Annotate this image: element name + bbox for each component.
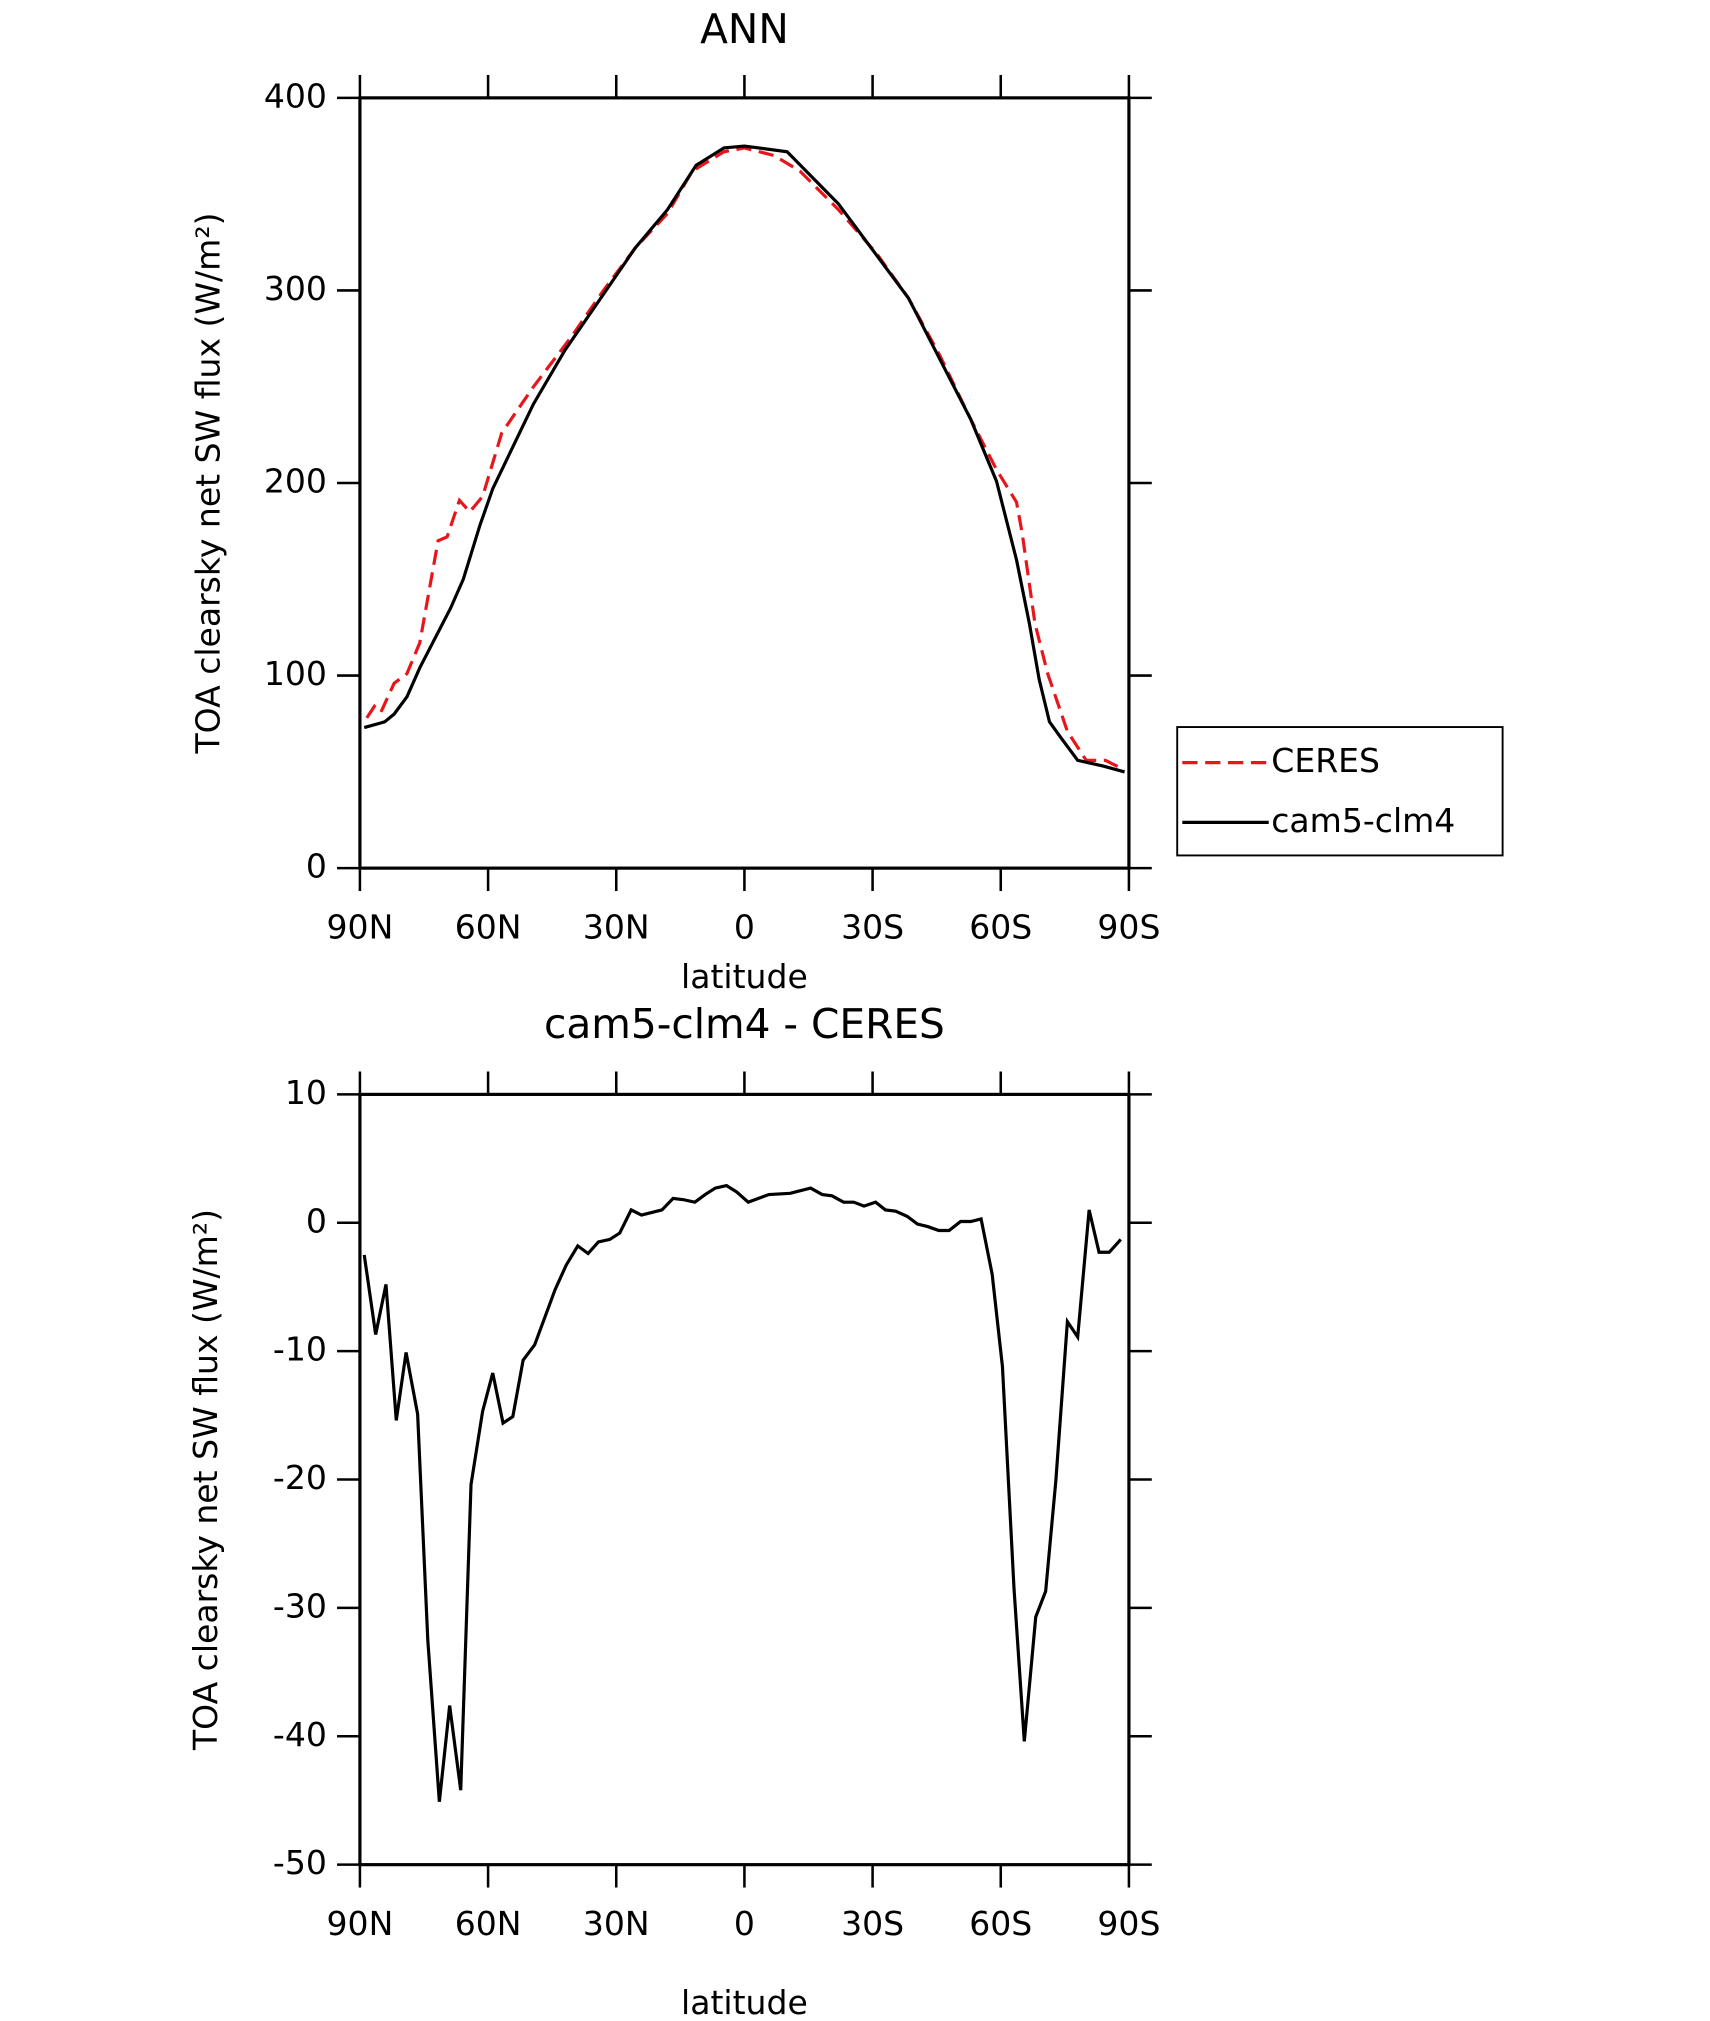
legend-label: CERES <box>1271 741 1380 780</box>
legend-label: cam5-clm4 <box>1271 801 1455 840</box>
x-axis-title: latitude <box>681 957 808 996</box>
x-tick-label: 60S <box>969 908 1032 947</box>
y-tick-label: 400 <box>264 76 327 115</box>
x-tick-label: 30N <box>583 908 650 947</box>
data-line <box>362 1183 1122 1802</box>
legend-box <box>1176 726 1504 857</box>
y-tick-label: 0 <box>306 1201 327 1240</box>
data-line <box>365 146 1126 772</box>
x-tick-label: 90S <box>1097 1904 1160 1943</box>
y-tick-label: -30 <box>273 1586 327 1625</box>
x-tick-label: 90N <box>327 1904 394 1943</box>
x-tick-label: 60N <box>455 1904 522 1943</box>
chart-title: ANN <box>700 5 789 53</box>
y-tick-label: 0 <box>306 847 327 886</box>
plot-frame <box>358 96 1131 870</box>
x-tick-label: 30N <box>583 1904 650 1943</box>
x-tick-label: 60S <box>969 1904 1032 1943</box>
y-tick-label: -10 <box>273 1330 327 1369</box>
x-tick-label: 30S <box>841 1904 904 1943</box>
x-tick-label: 0 <box>734 1904 755 1943</box>
x-tick-label: 0 <box>734 908 755 947</box>
x-tick-label: 90N <box>327 908 394 947</box>
data-line <box>363 144 1126 774</box>
y-axis-title: TOA clearsky net SW flux (W/m²) <box>186 1209 225 1751</box>
x-tick-label: 60N <box>455 908 522 947</box>
y-axis-title: TOA clearsky net SW flux (W/m²) <box>188 213 227 755</box>
x-tick-label: 30S <box>841 908 904 947</box>
x-tick-label: 90S <box>1097 908 1160 947</box>
y-tick-label: 10 <box>285 1073 327 1112</box>
x-axis-title: latitude <box>681 1983 808 2021</box>
y-tick-label: -20 <box>273 1458 327 1497</box>
y-tick-label: 200 <box>264 462 327 501</box>
chart-title: cam5-clm4 - CERES <box>544 1000 945 1048</box>
plot-frame <box>358 1092 1131 1867</box>
y-tick-label: -50 <box>273 1843 327 1882</box>
y-tick-label: 100 <box>264 654 327 693</box>
y-tick-label: -40 <box>273 1715 327 1754</box>
y-tick-label: 300 <box>264 269 327 308</box>
